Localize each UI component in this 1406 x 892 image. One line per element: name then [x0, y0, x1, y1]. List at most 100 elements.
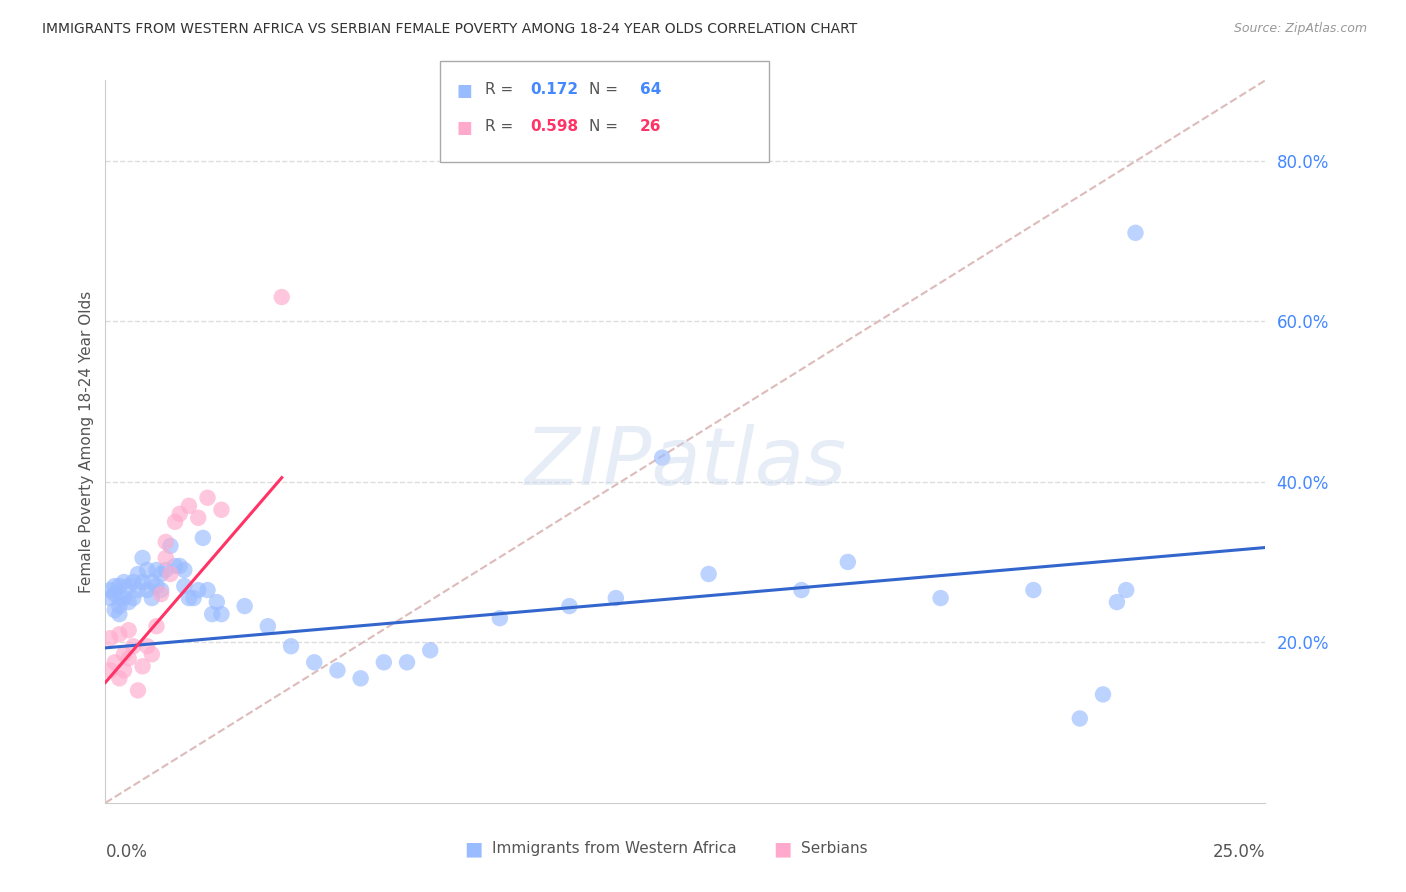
Text: 26: 26	[640, 119, 661, 134]
Point	[127, 683, 149, 698]
Point	[173, 579, 195, 593]
Point	[187, 511, 209, 525]
Point	[159, 567, 181, 582]
Point	[145, 563, 167, 577]
Point	[205, 595, 228, 609]
Point	[108, 599, 131, 614]
Text: ■: ■	[457, 82, 472, 100]
Point	[155, 563, 177, 577]
Point	[169, 558, 191, 574]
Point	[108, 579, 131, 593]
Point	[349, 672, 371, 686]
Point	[145, 619, 167, 633]
Point	[112, 648, 135, 662]
Point	[280, 639, 302, 653]
Point	[122, 639, 145, 653]
Point	[201, 607, 224, 622]
Point	[150, 583, 173, 598]
Point	[145, 579, 167, 593]
Point	[197, 491, 219, 505]
Point	[697, 567, 720, 582]
Text: IMMIGRANTS FROM WESTERN AFRICA VS SERBIAN FEMALE POVERTY AMONG 18-24 YEAR OLDS C: IMMIGRANTS FROM WESTERN AFRICA VS SERBIA…	[42, 22, 858, 37]
Text: Serbians: Serbians	[801, 841, 868, 856]
Point	[127, 567, 149, 582]
Point	[136, 583, 159, 598]
Point	[605, 591, 627, 606]
Point	[173, 563, 195, 577]
Point	[790, 583, 813, 598]
Point	[112, 664, 135, 678]
Point	[1091, 687, 1114, 701]
Point	[136, 639, 159, 653]
Point	[929, 591, 952, 606]
Text: N =: N =	[589, 82, 623, 97]
Point	[373, 655, 395, 669]
Point	[558, 599, 581, 614]
Point	[233, 599, 256, 614]
Text: ■: ■	[773, 839, 792, 858]
Point	[118, 595, 141, 609]
Point	[177, 499, 200, 513]
Point	[304, 655, 326, 669]
Point	[197, 583, 219, 598]
Point	[104, 587, 127, 601]
Y-axis label: Female Poverty Among 18-24 Year Olds: Female Poverty Among 18-24 Year Olds	[79, 291, 94, 592]
Point	[141, 648, 163, 662]
Point	[150, 567, 173, 582]
Point	[257, 619, 280, 633]
Point	[837, 555, 859, 569]
Point	[104, 655, 127, 669]
Point	[150, 587, 173, 601]
Text: 64: 64	[640, 82, 661, 97]
Point	[1125, 226, 1147, 240]
Point	[651, 450, 673, 465]
Point	[108, 672, 131, 686]
Point	[169, 507, 191, 521]
Point	[326, 664, 349, 678]
Point	[1105, 595, 1128, 609]
Text: 0.172: 0.172	[530, 82, 578, 97]
Point	[104, 579, 127, 593]
Point	[122, 591, 145, 606]
Point	[141, 575, 163, 590]
Point	[118, 623, 141, 637]
Point	[1022, 583, 1045, 598]
Point	[163, 558, 186, 574]
Point	[136, 563, 159, 577]
Point	[177, 591, 200, 606]
Point	[191, 531, 214, 545]
Point	[104, 603, 127, 617]
Text: ■: ■	[464, 839, 482, 858]
Point	[419, 643, 441, 657]
Text: Source: ZipAtlas.com: Source: ZipAtlas.com	[1233, 22, 1367, 36]
Text: ■: ■	[457, 119, 472, 136]
Point	[131, 659, 153, 673]
Point	[108, 607, 131, 622]
Point	[155, 535, 177, 549]
Point	[141, 591, 163, 606]
Text: R =: R =	[485, 82, 519, 97]
Point	[112, 575, 135, 590]
Point	[270, 290, 292, 304]
Point	[118, 579, 141, 593]
Point	[183, 591, 205, 606]
Text: Immigrants from Western Africa: Immigrants from Western Africa	[492, 841, 737, 856]
Point	[108, 627, 131, 641]
Point	[1115, 583, 1137, 598]
Text: 25.0%: 25.0%	[1213, 843, 1265, 861]
Point	[98, 664, 121, 678]
Point	[211, 503, 233, 517]
Text: 0.598: 0.598	[530, 119, 578, 134]
Point	[112, 591, 135, 606]
Point	[211, 607, 233, 622]
Text: N =: N =	[589, 119, 623, 134]
Point	[127, 583, 149, 598]
Point	[108, 591, 131, 606]
Point	[131, 575, 153, 590]
Text: 0.0%: 0.0%	[105, 843, 148, 861]
Point	[1069, 712, 1091, 726]
Text: R =: R =	[485, 119, 519, 134]
Point	[396, 655, 419, 669]
Point	[118, 651, 141, 665]
Point	[187, 583, 209, 598]
